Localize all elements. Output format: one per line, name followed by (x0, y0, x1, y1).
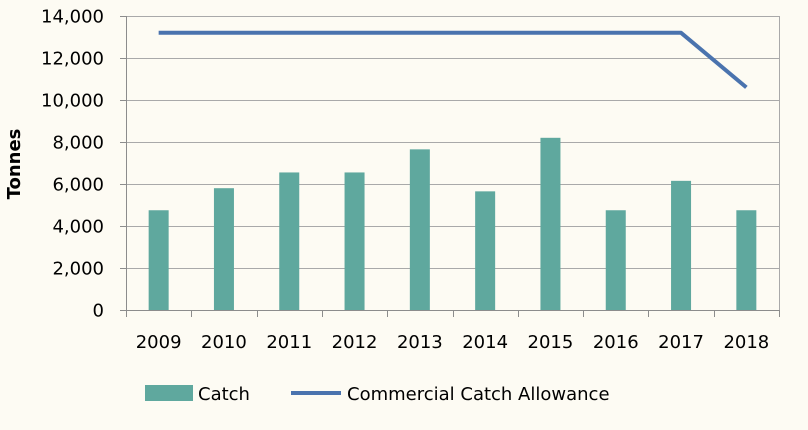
commercial-catch-allowance-line (158, 30, 748, 89)
x-tick-label: 2015 (528, 332, 574, 353)
y-axis-tick-labels: 0 2,000 4,000 6,000 8,000 10,000 12,000 14,000 (41, 7, 104, 322)
x-tick-label: 2014 (462, 332, 508, 353)
axes (120, 16, 780, 317)
y-tick-label: 14,000 (41, 7, 104, 28)
catch-bar-2012 (344, 172, 365, 310)
y-tick-label: 2,000 (52, 259, 104, 280)
x-tick-label: 2009 (136, 332, 182, 353)
x-tick-label: 2016 (593, 332, 639, 353)
catch-bar-2010 (213, 188, 234, 310)
y-tick-label: 4,000 (52, 217, 104, 238)
catch-bar-2013 (409, 149, 430, 310)
catch-bar-2011 (279, 172, 300, 310)
x-tick-label: 2017 (658, 332, 704, 353)
y-tick-label: 0 (93, 301, 104, 322)
y-tick-label: 8,000 (52, 133, 104, 154)
x-tick-label: 2010 (201, 332, 247, 353)
bar-series-catch (148, 137, 757, 310)
catch-bar-2017 (671, 180, 692, 310)
y-axis-title: Tonnes (4, 129, 25, 200)
y-tick-label: 6,000 (52, 175, 104, 196)
x-axis-tick-labels: 2009 2010 2011 2012 2013 2014 2015 2016 2017 2018 (136, 332, 770, 353)
catch-bar-2018 (736, 210, 757, 310)
legend: Catch Commercial Catch Allowance (145, 384, 610, 405)
line-series-commercial-catch-allowance (158, 30, 748, 89)
legend-label-allowance: Commercial Catch Allowance (347, 384, 610, 405)
x-tick-label: 2012 (332, 332, 378, 353)
y-tick-label: 10,000 (41, 91, 104, 112)
y-tick-label: 12,000 (41, 49, 104, 70)
catch-bar-2016 (605, 210, 626, 310)
catch-bar-2015 (540, 137, 561, 310)
x-tick-label: 2013 (397, 332, 443, 353)
catch-bar-2014 (475, 191, 496, 310)
gridlines (126, 16, 779, 269)
legend-label-catch: Catch (198, 384, 250, 405)
catch-bar-2009 (148, 210, 169, 310)
x-tick-label: 2011 (266, 332, 312, 353)
x-tick-label: 2018 (723, 332, 769, 353)
legend-swatch-catch (145, 385, 193, 401)
